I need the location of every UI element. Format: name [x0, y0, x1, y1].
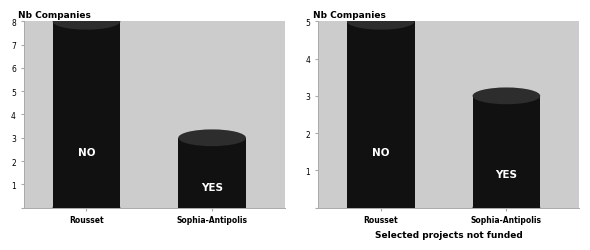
Bar [53, 22, 120, 208]
Text: NO: NO [372, 147, 389, 157]
Bar [347, 22, 415, 208]
Text: Nb Companies: Nb Companies [18, 11, 91, 20]
Ellipse shape [347, 14, 415, 30]
Text: YES: YES [201, 182, 223, 192]
Ellipse shape [473, 200, 540, 216]
Ellipse shape [347, 200, 415, 216]
Ellipse shape [53, 14, 120, 30]
Ellipse shape [178, 130, 246, 146]
Ellipse shape [53, 200, 120, 216]
Text: Nb Companies: Nb Companies [313, 11, 386, 20]
Text: YES: YES [496, 170, 517, 179]
X-axis label: Selected projects not funded: Selected projects not funded [375, 230, 522, 239]
Bar [473, 96, 540, 208]
Bar [178, 138, 246, 208]
Ellipse shape [178, 200, 246, 216]
Text: NO: NO [78, 147, 95, 157]
Ellipse shape [473, 88, 540, 105]
